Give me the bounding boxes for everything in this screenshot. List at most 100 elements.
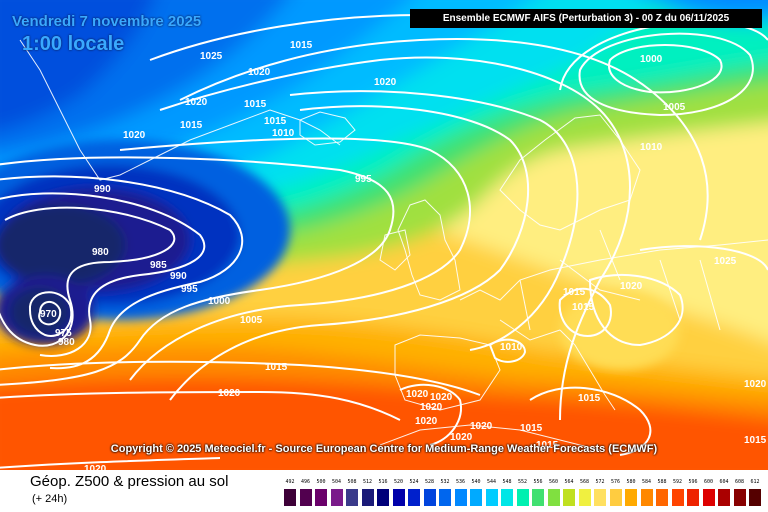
isobar-label: 1025 [200,51,223,62]
scale-label: 564 [564,479,574,485]
isobar-label: 1015 [264,116,287,127]
scale-label: 496 [300,479,311,485]
scale-swatch [547,489,560,506]
scale-swatch [377,489,389,506]
isobar-label: 1010 [272,128,295,139]
isobar-1005-high [578,32,754,117]
scale-swatch [640,489,653,506]
scale-label: 516 [378,479,388,485]
scale-swatch [501,489,513,506]
isobar-label: 1020 [84,464,107,470]
scale-label: 492 [285,479,295,485]
border-lines [499,229,721,341]
isobar-label: 1020 [123,130,146,141]
scale-label: 556 [533,479,543,485]
scale-swatch [733,489,746,506]
isobar-label: 1020 [744,379,767,390]
isobar-labels: 1025 1015 1020 1020 1015 1015 1020 1015 … [40,40,767,470]
scale-label: 572 [595,479,605,485]
scale-swatch [392,489,405,506]
isobar-1010 [289,90,579,351]
isobar-label: 980 [92,247,109,258]
scale-label: 608 [734,479,745,485]
scale-swatch [439,489,451,506]
scale-label: 580 [626,479,636,485]
isobar-label: 1000 [640,54,663,65]
isobar-label: 1020 [374,77,397,88]
isobar-label: 1015 [744,435,767,446]
isobar-1020-south [0,390,401,421]
isobar-1000 [119,137,471,381]
isobar-1015-med [529,386,652,456]
iceland-coast [299,111,356,146]
isobar-label: 1015 [572,302,595,313]
isobar-1010-med [488,338,527,363]
scale-swatch [718,489,730,506]
isobars [0,14,768,469]
scale-swatch [361,489,374,506]
isobar-label: 1015 [244,99,267,110]
isobar-label: 1015 [563,287,586,298]
isobar-1015 [159,56,631,421]
isobar-label: 1015 [180,120,203,131]
isobar-label: 1015 [536,440,559,451]
scale-label: 504 [331,479,342,485]
isobar-980 [0,206,176,347]
isobar-990 [0,175,244,370]
isobar-1020-bottom [0,457,221,469]
scale-label: 520 [393,479,404,485]
scale-label: 588 [657,479,667,485]
scale-swatch [454,489,467,506]
scale-label: 548 [502,479,512,485]
isobar-label: 970 [40,309,57,320]
isobar-label: 995 [355,174,372,185]
ireland-coast [379,229,411,271]
isobar-label: 1015 [578,393,601,404]
isobar-1020-north [179,38,709,241]
isobar-label: 985 [150,260,167,271]
model-header: Ensemble ECMWF AIFS (Perturbation 3) - 0… [410,9,762,28]
isobar-label: 1015 [290,40,313,51]
isobar-label: 1020 [185,97,208,108]
map-canvas: 1025 1015 1020 1020 1015 1015 1020 1015 … [0,0,768,470]
scale-label: 560 [548,479,559,485]
isobar-1020-iberia [399,383,462,446]
scale-label: 612 [750,479,760,485]
scale-swatch [346,489,358,506]
scandinavia-coast [499,114,641,231]
weather-map: 1025 1015 1020 1020 1015 1015 1020 1015 … [0,0,768,470]
isobar-label: 1020 [420,402,443,413]
copyright-notice: Copyright © 2025 Meteociel.fr - Source E… [110,443,658,455]
scale-label: 512 [362,479,373,485]
scale-swatch [671,489,684,506]
isobar-1015-east [558,287,612,337]
isobar-label: 1020 [470,421,493,432]
isobar-1005 [169,105,530,401]
land-areas [19,39,768,451]
scale-swatch [485,489,498,506]
scale-swatch [423,489,436,506]
isobar-1015-south [0,360,481,396]
isobar-1025-north [149,14,421,61]
isobar-label: 990 [94,184,111,195]
scale-swatch [656,489,668,506]
isobar-label: 1020 [218,388,241,399]
isobar-995 [0,156,395,386]
scale-swatch [330,489,343,506]
iberia-coast [394,334,501,411]
isobar-label: 1020 [415,416,438,427]
scale-label: 524 [409,479,419,485]
scale-label: 592 [672,479,683,485]
scale-swatch [470,489,482,506]
isobar-label: 1015 [265,362,288,373]
scale-label: 600 [703,479,714,485]
low-pressure-core [0,140,680,370]
isobar-1020-east [588,274,684,347]
scale-swatch [578,489,591,506]
scale-swatch [563,489,575,506]
scale-swatch [299,489,312,506]
scale-swatch [284,489,296,506]
scale-label: 532 [440,479,450,485]
italy-coast [559,329,616,411]
scale-swatch [749,489,761,506]
